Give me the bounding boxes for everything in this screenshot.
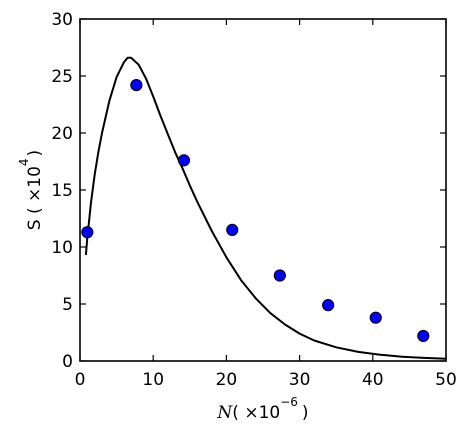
data-point: [322, 299, 335, 312]
data-point: [417, 329, 430, 343]
data-point: [226, 223, 239, 236]
data-point: [369, 311, 382, 324]
plot-frame: [79, 18, 447, 362]
x-tick-label: 40: [362, 370, 384, 390]
data-point: [130, 79, 143, 92]
x-axis-label: N( ×10−6): [216, 395, 308, 423]
y-tick-label: 5: [62, 295, 73, 315]
y-tick-label: 15: [51, 181, 73, 201]
y-tick-label: 0: [62, 352, 73, 372]
plot-area: [81, 56, 446, 360]
x-tick-label: 10: [142, 370, 164, 390]
x-tick-label: 50: [435, 370, 457, 390]
data-point: [81, 226, 94, 239]
y-axis-label: S ( ×104): [17, 150, 45, 230]
y-tick-label: 30: [51, 10, 73, 30]
y-tick-label: 25: [51, 67, 73, 87]
data-point: [177, 154, 191, 167]
y-tick-label: 10: [51, 238, 73, 258]
x-tick-label: 0: [75, 370, 86, 390]
y-tick-label: 20: [51, 124, 73, 144]
model-curve: [84, 56, 446, 360]
x-tick-label: 30: [289, 370, 311, 390]
axis-ticks: 0 10 20 30 40 50 0 5 10 15 20 25 30: [51, 10, 456, 390]
x-tick-label: 20: [216, 370, 238, 390]
data-point: [273, 269, 286, 282]
